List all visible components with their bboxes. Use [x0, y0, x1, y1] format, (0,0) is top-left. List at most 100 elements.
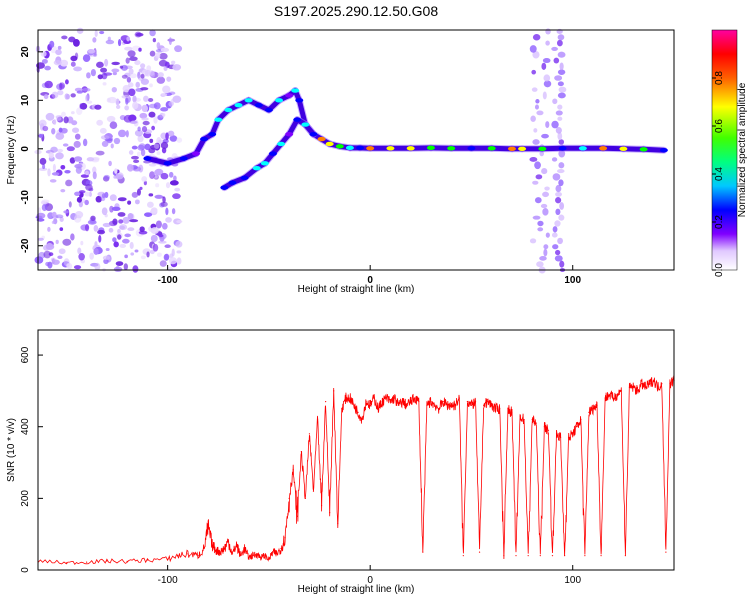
spectrogram-noise-blob — [168, 257, 177, 265]
snr-data-point — [235, 544, 238, 546]
snr-marks — [37, 375, 675, 565]
spectrogram-noise-blob — [80, 240, 84, 246]
spectrogram-noise-blob — [168, 171, 174, 178]
spectrogram-noise-blob — [169, 180, 179, 186]
spectrogram-noise-blob — [147, 97, 154, 102]
spectrogram-noise-blob — [100, 135, 110, 140]
spectrogram-trace-point — [240, 175, 249, 181]
spectrogram-noise-blob — [163, 66, 168, 71]
spectrogram-x-tick-label: -100 — [158, 275, 178, 286]
spectrogram-noise-blob — [169, 135, 178, 142]
spectrogram-noise-blob — [104, 191, 109, 198]
spectrogram-streak — [559, 62, 564, 71]
spectrogram-noise-blob — [164, 244, 171, 248]
spectrogram-streak — [558, 162, 565, 169]
spectrogram-noise-blob — [86, 100, 93, 104]
spectrogram-noise-blob — [102, 222, 111, 228]
spectrogram-noise-blob — [123, 114, 133, 123]
spectrogram-noise-blob — [102, 255, 110, 261]
spectrogram-streak — [551, 46, 558, 51]
snr-data-point — [337, 522, 339, 525]
snr-data-point — [466, 401, 469, 403]
spectrogram-noise-blob — [151, 125, 155, 131]
spectrogram-noise-blob — [56, 148, 64, 153]
spectrogram-noise-blob — [59, 227, 64, 232]
spectrogram-noise-blob — [92, 52, 98, 57]
snr-data-point — [304, 497, 306, 499]
spectrogram-noise-blob — [153, 116, 158, 124]
spectrogram-noise-blob — [65, 179, 73, 187]
spectrogram-noise-blob — [94, 104, 102, 110]
spectrogram-noise-blob — [138, 47, 142, 52]
spectrogram-noise-blob — [121, 94, 130, 99]
spectrogram-noise-blob — [74, 163, 83, 169]
snr-data-point — [296, 515, 298, 517]
spectrogram-noise-blob — [134, 249, 139, 253]
spectrogram-noise-blob — [117, 197, 127, 202]
spectrogram-noise-blob — [55, 152, 64, 160]
spectrogram-noise-blob — [40, 200, 47, 205]
spectrogram-streak — [552, 98, 558, 105]
spectrogram-noise-blob — [169, 253, 174, 259]
spectrogram-noise-blob — [76, 107, 83, 115]
spectrogram-streak — [555, 127, 562, 134]
spectrogram-noise-blob — [160, 107, 169, 112]
spectrogram-noise-blob — [72, 38, 80, 47]
spectrogram-noise-blob — [36, 212, 46, 219]
spectrogram-noise-blob — [51, 259, 60, 265]
spectrogram-noise-blob — [86, 72, 91, 79]
spectrogram-noise-blob — [134, 129, 143, 137]
spectrogram-noise-blob — [118, 219, 124, 224]
snr-data-point — [231, 553, 234, 555]
spectrogram-noise-blob — [48, 152, 54, 159]
spectrogram-noise-blob — [47, 261, 53, 269]
spectrogram-noise-blob — [148, 163, 157, 167]
spectrogram-frame — [37, 29, 675, 271]
snr-data-point — [564, 555, 566, 557]
spectrogram-noise-blob — [44, 80, 53, 89]
spectrogram-streak — [541, 133, 549, 139]
spectrogram-noise-blob — [74, 191, 81, 197]
spectrogram-noise-blob — [84, 224, 90, 232]
spectrogram-streak — [534, 161, 541, 170]
spectrogram-noise-blob — [150, 227, 159, 234]
spectrogram-streak — [553, 57, 560, 64]
snr-x-ticks: -100 0 100 — [158, 565, 582, 586]
snr-x-tick-label: 0 — [367, 575, 373, 586]
spectrogram-streak — [532, 139, 540, 145]
snr-data-point — [519, 415, 521, 417]
spectrogram-noise-blob — [55, 116, 62, 121]
spectrogram-streak — [559, 202, 565, 210]
spectrogram-streak — [531, 69, 537, 75]
spectrogram-noise-blob — [124, 233, 131, 238]
spectrogram-noise-blob — [105, 39, 115, 45]
spectrogram-noise-blob — [176, 220, 183, 224]
spectrogram-noise-blob — [73, 140, 81, 148]
spectrogram-streak — [533, 128, 538, 133]
spectrogram-noise-blob — [93, 248, 99, 255]
spectrogram-streak — [529, 238, 537, 244]
spectrogram-noise-blob — [126, 36, 131, 42]
spectrogram-streak — [540, 203, 548, 209]
spectrogram-y-tick-label: -20 — [20, 238, 31, 253]
spectrogram-noise-blob — [38, 133, 44, 138]
spectrogram-x-tick-label: 0 — [367, 275, 373, 286]
spectrogram-noise-blob — [65, 79, 69, 85]
snr-data-point — [576, 426, 578, 428]
spectrogram-noise-blob — [122, 216, 130, 224]
spectrogram-noise-blob — [61, 111, 66, 117]
spectrogram-noise-blob — [160, 141, 169, 150]
spectrogram-noise-blob — [149, 138, 154, 143]
spectrogram-noise-blob — [168, 101, 174, 107]
spectrogram-noise-blob — [150, 70, 156, 79]
spectrogram-noise-blob — [70, 61, 76, 67]
spectrogram-trace-point — [252, 165, 261, 171]
spectrogram-streak — [532, 50, 540, 59]
spectrogram-noise-blob — [111, 206, 121, 212]
spectrogram-y-tick-label: 10 — [20, 94, 31, 106]
spectrogram-noise-blob — [47, 168, 51, 177]
spectrogram-noise-blob — [146, 65, 152, 72]
spectrogram-noise-blob — [142, 120, 150, 126]
spectrogram-noise-blob — [128, 88, 136, 97]
snr-data-point — [665, 551, 667, 553]
